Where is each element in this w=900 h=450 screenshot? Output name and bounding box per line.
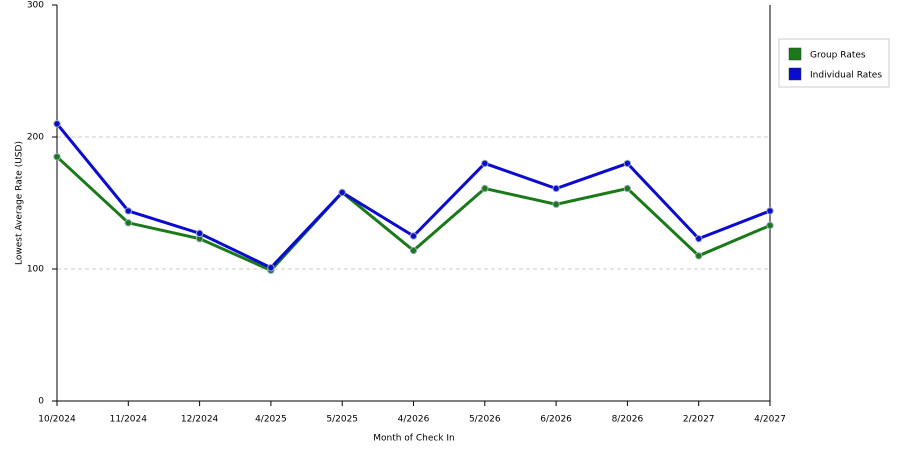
y-tick-label: 100 [27,265,44,275]
y-tick-label: 0 [38,397,44,407]
x-axis-title: Month of Check In [373,434,455,444]
x-tick-label: 8/2026 [612,415,644,425]
x-tick-label: 4/2027 [754,415,786,425]
data-point [53,120,61,128]
data-point [267,263,275,272]
data-point [695,234,703,243]
data-point [481,159,489,168]
data-point [695,252,703,260]
data-point [552,184,560,193]
x-tick-label: 2/2027 [683,415,715,425]
data-point [623,184,632,193]
x-tick-label: 5/2025 [326,415,358,425]
data-point [766,207,774,215]
data-point [124,219,133,227]
legend-swatch [788,47,802,61]
x-tick-label: 5/2026 [469,415,501,425]
data-point [409,232,418,240]
data-point [552,200,560,209]
x-tick-label: 4/2026 [398,415,430,425]
data-point [195,229,204,238]
legend-swatch [788,67,802,81]
data-point [124,207,133,215]
x-tick-label: 4/2025 [255,415,287,425]
data-point [481,184,489,193]
data-point [623,159,632,168]
legend-label: Individual Rates [810,71,882,81]
x-tick-label: 6/2026 [540,415,572,425]
x-tick-label: 11/2024 [110,415,148,425]
y-tick-label: 200 [27,133,44,143]
legend-label: Group Rates [810,51,866,61]
data-point [766,221,774,230]
x-tick-label: 10/2024 [38,415,76,425]
data-point [338,188,346,197]
series-line [55,122,771,270]
data-point [53,153,61,161]
data-point [409,246,418,255]
y-tick-label: 300 [27,1,44,11]
x-tick-label: 12/2024 [181,415,219,425]
y-axis-title: Lowest Average Rate (USD) [15,141,25,265]
